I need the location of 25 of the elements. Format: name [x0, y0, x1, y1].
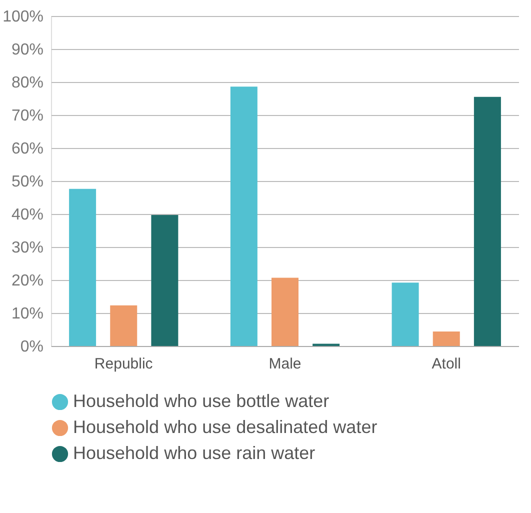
y-tick-label: 60% [11, 140, 44, 158]
y-tick-label: 50% [11, 174, 44, 190]
x-tick-label: Republic [94, 356, 154, 372]
y-tick-label: 0% [20, 338, 44, 356]
bar [474, 96, 501, 346]
bar [110, 305, 138, 346]
legend-label: Household who use rain water [73, 443, 316, 463]
y-tick-label: 100% [2, 8, 44, 26]
bar [432, 331, 460, 346]
x-tick-label: Atoll [432, 356, 461, 372]
y-tick-label: 10% [11, 306, 44, 322]
x-tick-label: Male [268, 356, 302, 372]
y-tick-label: 90% [11, 42, 44, 58]
bar [69, 188, 96, 346]
bar [392, 282, 419, 346]
bar [230, 86, 258, 346]
bar [272, 278, 298, 346]
legend-label: Household who use desalinated water [73, 417, 378, 437]
legend-label: Household who use bottle water [73, 391, 330, 411]
y-tick-label: 40% [11, 206, 44, 224]
y-tick-label: 30% [11, 240, 44, 256]
bar [151, 214, 178, 346]
y-tick-label: 80% [11, 74, 44, 92]
y-tick-label: 20% [11, 272, 44, 290]
y-tick-label: 70% [11, 108, 44, 124]
